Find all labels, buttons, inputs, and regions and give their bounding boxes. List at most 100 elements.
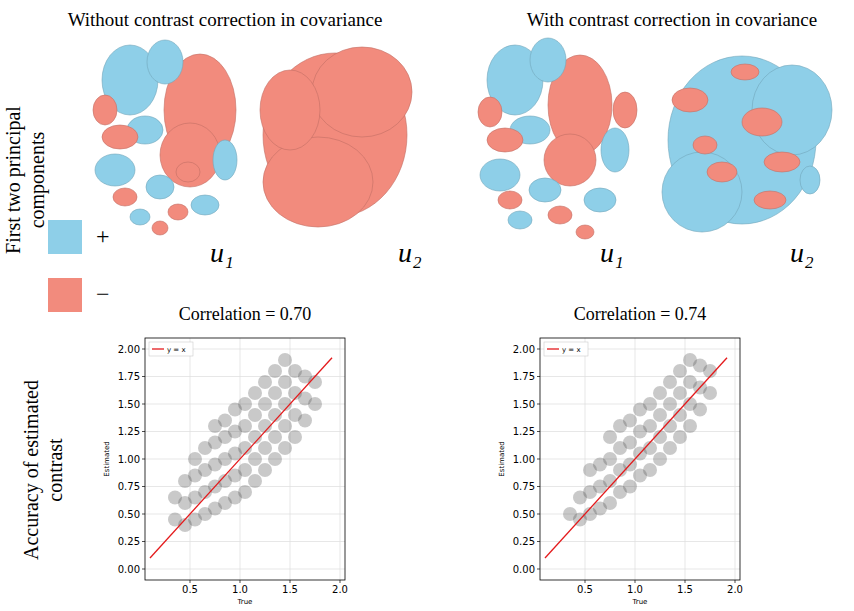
component-label: u₁	[210, 237, 234, 268]
column-title: Without contrast correction in covarianc…	[68, 9, 383, 30]
blob	[693, 136, 717, 154]
scatter-point	[308, 397, 322, 411]
tick-label: 1.25	[513, 426, 535, 437]
tick-mark	[537, 459, 540, 460]
blob	[672, 88, 708, 112]
tick-mark	[585, 580, 586, 583]
component-render	[662, 56, 832, 232]
tick-mark	[537, 349, 540, 350]
tick-mark	[537, 514, 540, 515]
scatter-point	[623, 414, 637, 428]
blob	[152, 221, 168, 235]
scatter-point	[683, 419, 697, 433]
scatter-point	[703, 386, 717, 400]
plot-marks	[545, 353, 727, 558]
tick-mark	[537, 376, 540, 377]
scatter-point	[623, 480, 637, 494]
scatter-point	[258, 441, 272, 455]
reference-line	[150, 358, 332, 558]
scatter-point	[673, 386, 687, 400]
blob	[213, 140, 237, 180]
scatter-point	[278, 375, 292, 389]
sign-label: +	[96, 223, 110, 249]
tick-label: 1.50	[118, 399, 140, 410]
scatter-point	[298, 414, 312, 428]
blob	[662, 152, 742, 232]
component-label: u₁	[600, 237, 624, 268]
scatter-point	[258, 397, 272, 411]
plot-background	[540, 338, 740, 580]
tick-label: 2.00	[513, 344, 535, 355]
scatter-point	[218, 414, 232, 428]
sign-swatch	[48, 278, 82, 312]
plot-frame	[145, 338, 345, 580]
component-render	[260, 47, 412, 227]
legend-swatch	[152, 348, 164, 349]
blob	[160, 123, 220, 187]
reference-line	[545, 358, 727, 558]
blob	[601, 128, 629, 172]
blob	[168, 204, 188, 220]
tick-label: 0.25	[513, 536, 535, 547]
tick-label: 0.25	[118, 536, 140, 547]
scatter-point	[603, 496, 617, 510]
blob	[260, 70, 320, 150]
scatter-point	[663, 375, 677, 389]
grid-line	[540, 569, 740, 570]
scatter-point	[268, 452, 282, 466]
tick-label: 1.5	[282, 584, 298, 595]
axis-title: Estimated	[498, 441, 506, 476]
tick-label: 0.50	[513, 509, 535, 520]
scatter-point	[653, 452, 667, 466]
scatter-point	[643, 419, 657, 433]
scatter-point	[258, 375, 272, 389]
tick-mark	[537, 486, 540, 487]
chart-title: Correlation = 0.70	[179, 304, 312, 324]
plot-marks	[150, 353, 332, 558]
tick-label: 1.0	[627, 584, 643, 595]
tick-label: 1.25	[118, 426, 140, 437]
grid-line	[145, 459, 345, 460]
scatter-point	[278, 419, 292, 433]
scatter-point	[288, 430, 302, 444]
grid-line	[145, 541, 345, 542]
legend-box	[149, 342, 193, 356]
scatter-point	[653, 386, 667, 400]
component-label: u₂	[790, 237, 814, 268]
tick-mark	[142, 376, 145, 377]
tick-mark	[142, 541, 145, 542]
scatter-point	[268, 364, 282, 378]
tick-label: 2.0	[727, 584, 743, 595]
tick-label: 1.00	[513, 454, 535, 465]
tick-label: 1.50	[513, 399, 535, 410]
axis-title: True	[632, 598, 648, 606]
tick-mark	[142, 404, 145, 405]
tick-label: 1.0	[232, 584, 248, 595]
scatter-point	[238, 463, 252, 477]
scatter-point	[603, 430, 617, 444]
blob	[480, 159, 520, 191]
text-line: components	[26, 131, 49, 228]
blob	[95, 154, 135, 186]
scatter-point	[643, 463, 657, 477]
blob	[731, 64, 759, 80]
blob	[478, 97, 502, 127]
blob	[584, 188, 616, 212]
sign-label: −	[96, 281, 110, 307]
blob	[530, 38, 566, 82]
text-line: First two principal	[2, 106, 25, 254]
blob	[191, 195, 219, 215]
row-label: First two principalcomponents	[2, 106, 49, 254]
blob	[800, 166, 820, 194]
component-render	[93, 40, 237, 235]
blob	[576, 225, 594, 239]
scatter-point	[258, 463, 272, 477]
blob	[613, 92, 637, 128]
tick-label: 1.00	[118, 454, 140, 465]
scatter-point	[278, 441, 292, 455]
tick-mark	[142, 486, 145, 487]
tick-mark	[240, 580, 241, 583]
blob	[707, 162, 737, 182]
tick-label: 1.75	[513, 371, 535, 382]
blob	[93, 95, 117, 125]
